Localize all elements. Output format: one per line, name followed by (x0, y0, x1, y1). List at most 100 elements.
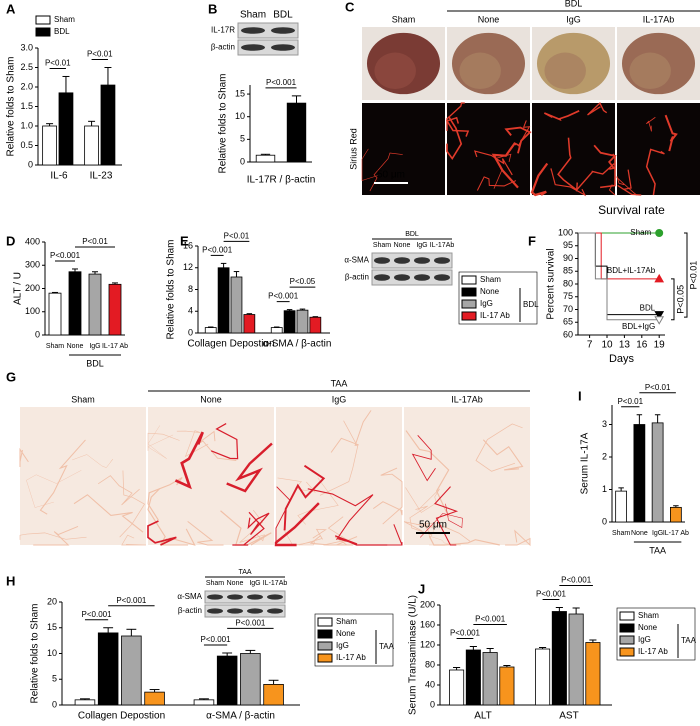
legend-swatch (35, 15, 51, 25)
legend-swatch (461, 275, 477, 285)
fiber (372, 501, 403, 516)
fiber (26, 470, 82, 508)
band (247, 594, 263, 600)
fiber (428, 536, 500, 546)
legend-label: IgG (336, 641, 349, 650)
legend-label: None (480, 287, 500, 296)
y-tick-label: 100 (25, 306, 40, 316)
photo (447, 103, 530, 195)
x-tick-label: α-SMA / β-actin (206, 711, 275, 722)
series-label: BDL+IgG (622, 322, 655, 331)
liver-lobe (459, 52, 501, 90)
band (271, 44, 295, 51)
y-tick-label: 16 (183, 240, 193, 250)
group-label: TAA (331, 378, 348, 388)
group-label: BDL (565, 0, 583, 8)
photo (20, 407, 146, 545)
fiber (645, 148, 665, 196)
fiber (405, 430, 450, 517)
y-tick-label: 2.0 (20, 81, 33, 91)
fiber (557, 137, 578, 191)
legend-group: TAA (379, 642, 395, 651)
fiber (646, 117, 656, 132)
significance-label: P<0.001 (561, 576, 592, 585)
bar (48, 292, 62, 336)
legend-swatch (317, 653, 333, 663)
fiber (210, 423, 239, 460)
legend-label: Sham (480, 275, 501, 284)
panel-letter: C (345, 0, 355, 14)
end-marker (654, 311, 665, 320)
blot-band (237, 39, 299, 56)
y-tick-label: 8 (188, 284, 193, 294)
y-tick-label: 5 (240, 134, 245, 144)
panel-letter: H (6, 573, 15, 588)
group-label: BDL (86, 358, 104, 368)
bar (296, 309, 309, 334)
lane-label: None (227, 580, 244, 587)
bar (615, 490, 628, 523)
blot-row-label: α-SMA (344, 256, 369, 265)
y-tick-label: 20 (47, 596, 57, 606)
column-label: IgG (566, 14, 581, 24)
legend-label: Sham (638, 611, 659, 620)
fiber (446, 116, 463, 161)
band (267, 594, 283, 600)
bar (193, 699, 215, 706)
legend-label: IL-17 Ab (638, 647, 668, 656)
y-axis-label: Relative folds to Sham (30, 603, 41, 703)
fiber (664, 114, 678, 152)
significance-label: P<0.01 (82, 237, 108, 246)
y-tick-label: 15 (47, 622, 57, 632)
fiber (473, 150, 513, 176)
legend-swatch (461, 311, 477, 321)
column-label: Sham (392, 14, 416, 24)
lane-label: IL-17Ab (263, 580, 288, 587)
liver-lobe (629, 52, 671, 90)
fiber (121, 534, 146, 546)
fiber (119, 470, 146, 538)
bar (482, 652, 498, 706)
y-axis-label: Relative folds to Sham (218, 73, 229, 173)
lane-label: Sham (373, 242, 391, 249)
fiber (159, 528, 196, 546)
blot-row-label: IL-17R (211, 26, 235, 35)
x-tick-label: AST (559, 711, 578, 722)
bar (286, 102, 307, 163)
fiber (369, 152, 403, 192)
bar (68, 271, 82, 336)
x-tick-label: IL-6 (50, 171, 68, 182)
fiber (504, 126, 532, 154)
significance-label: P<0.01 (688, 261, 698, 290)
photo (532, 103, 615, 195)
bar (243, 314, 256, 334)
panel-letter: G (6, 369, 16, 384)
fiber (97, 475, 140, 506)
lane-label: IgG (416, 242, 427, 249)
fiber (411, 435, 436, 482)
panel-letter: I (578, 388, 582, 403)
blot-band (204, 590, 286, 604)
legend-group: BDL (523, 300, 539, 309)
end-marker (654, 316, 665, 325)
group-label: TAA (649, 545, 666, 555)
fiber (403, 521, 471, 542)
band (227, 594, 243, 600)
fiber (319, 420, 359, 496)
significance-label: P<0.01 (645, 383, 671, 392)
band (374, 257, 390, 264)
y-tick-label: 0 (35, 329, 40, 339)
fiber (587, 102, 608, 116)
bar (216, 655, 238, 706)
legend-label: Sham (336, 617, 357, 626)
y-tick-label: 0 (602, 516, 607, 526)
fiber (19, 447, 29, 468)
legend-swatch (317, 617, 333, 627)
column-label: None (200, 394, 222, 404)
x-tick-label: IL-17 Ab (102, 343, 128, 350)
fiber (309, 535, 358, 546)
photo (362, 103, 445, 195)
fiber (377, 524, 403, 546)
fiber (361, 148, 378, 181)
